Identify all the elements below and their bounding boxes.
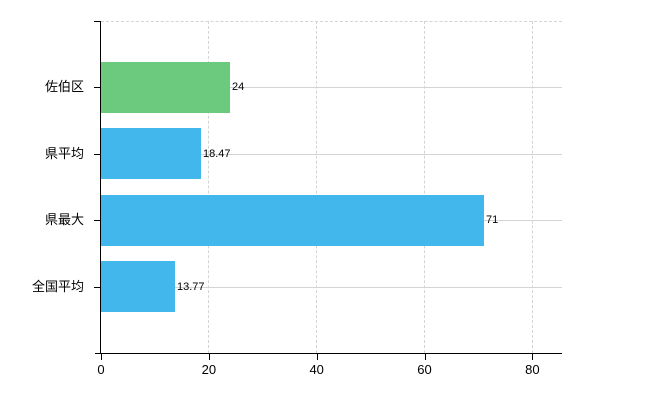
x-axis-tick — [424, 354, 426, 360]
y-axis-line — [100, 21, 101, 353]
x-axis-tick-label: 60 — [417, 362, 432, 377]
x-axis-tick — [316, 354, 318, 360]
category-label: 佐伯区 — [44, 79, 84, 94]
x-axis-tick — [532, 354, 534, 360]
y-axis-tick — [94, 87, 100, 88]
value-label: 24 — [232, 81, 245, 93]
bar — [101, 128, 201, 179]
x-axis-tick-label: 20 — [201, 362, 217, 377]
y-axis-tick — [94, 287, 100, 288]
horizontal-gridline — [101, 287, 562, 288]
value-label: 18.47 — [203, 148, 231, 160]
x-axis-tick — [208, 354, 210, 360]
y-axis-tick — [94, 21, 100, 22]
value-label: 71 — [486, 214, 499, 226]
x-axis-tick-label: 0 — [97, 362, 105, 377]
plot-area — [101, 21, 562, 353]
horizontal-gridline — [101, 87, 562, 88]
vertical-gridline — [208, 21, 210, 353]
horizontal-gridline — [101, 154, 562, 155]
value-label: 13.77 — [177, 281, 205, 293]
vertical-gridline — [531, 21, 533, 353]
x-axis-tick-label: 40 — [309, 362, 324, 377]
vertical-gridline — [424, 21, 425, 353]
vertical-gridline — [316, 21, 318, 353]
category-label: 県平均 — [44, 146, 84, 161]
bar — [101, 195, 484, 246]
category-label: 県最大 — [44, 212, 84, 227]
category-label: 全国平均 — [31, 279, 84, 294]
y-axis-tick — [94, 154, 100, 155]
x-axis-line — [95, 353, 562, 354]
bar — [101, 261, 175, 312]
bar — [101, 62, 230, 113]
x-axis-tick-label: 80 — [525, 362, 540, 377]
y-axis-tick — [94, 220, 100, 221]
x-axis-tick — [101, 354, 102, 360]
